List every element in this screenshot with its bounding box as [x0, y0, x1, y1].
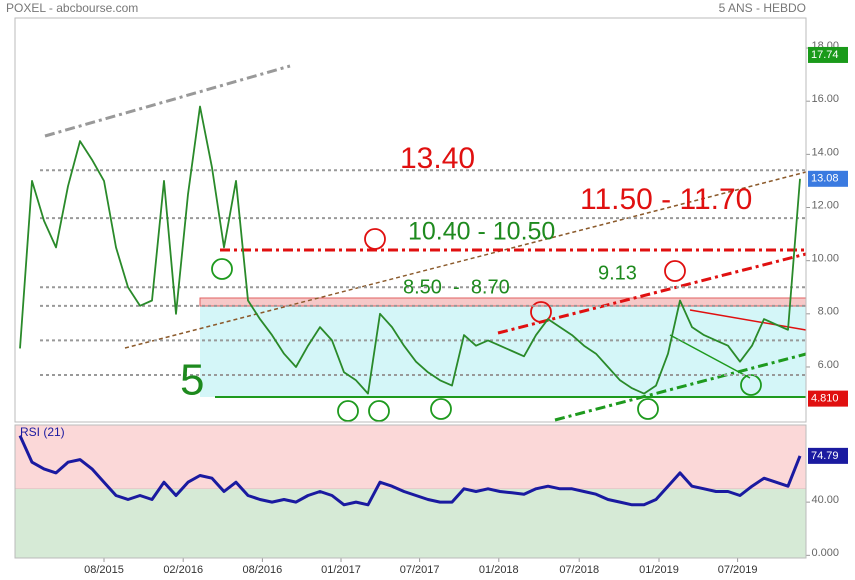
- annotation: 10.40 - 10.50: [408, 218, 555, 246]
- channel-line: [669, 334, 751, 379]
- support-zone: [200, 305, 806, 397]
- y-tick-label: 0.000: [811, 547, 839, 559]
- x-tick-label: 07/2017: [400, 564, 440, 576]
- y-tick-label: 16.00: [811, 93, 839, 105]
- y-tick-label: 12.00: [811, 199, 839, 211]
- rsi-frame: [14, 424, 807, 559]
- annotation: 13.40: [400, 142, 475, 175]
- annotation: 9.13: [598, 262, 637, 284]
- y-tick-label: 8.00: [818, 306, 839, 318]
- rsi-title: RSI (21): [20, 425, 65, 439]
- x-tick-label: 08/2015: [84, 564, 124, 576]
- price-label-box: [808, 170, 848, 187]
- header-left: POXEL - abcbourse.com: [6, 1, 138, 15]
- rsi-label: 74.79: [811, 450, 839, 462]
- price-label-box: [808, 390, 848, 407]
- annotation: 8.50 - 8.70: [403, 276, 510, 298]
- price-label: 4.810: [811, 393, 839, 405]
- rsi-line: [18, 434, 802, 507]
- price-label: 17.74: [811, 49, 839, 61]
- x-tick-label: 01/2019: [639, 564, 679, 576]
- smiley: [368, 400, 390, 422]
- price-frame: [14, 17, 807, 423]
- rsi-oversold-zone: [15, 488, 806, 558]
- frown: [364, 228, 386, 250]
- trend-line: [554, 352, 807, 422]
- x-tick-label: 02/2016: [163, 564, 203, 576]
- x-tick-label: 01/2018: [479, 564, 519, 576]
- y-tick-label: 14.00: [811, 146, 839, 158]
- price-line: [19, 105, 801, 395]
- frown: [664, 260, 686, 282]
- frown: [530, 301, 552, 323]
- trend-lines: [44, 64, 807, 422]
- smiley: [637, 398, 659, 420]
- channel-line: [689, 309, 807, 331]
- y-tick-label: 40.00: [811, 494, 839, 506]
- x-tick-label: 08/2016: [243, 564, 283, 576]
- y-tick-label: 10.00: [811, 253, 839, 265]
- smiley: [211, 258, 233, 280]
- annotation: 11.50 - 11.70: [580, 183, 752, 216]
- header-right: 5 ANS - HEBDO: [719, 1, 806, 15]
- y-tick-label: 6.00: [818, 359, 839, 371]
- price-label: 13.08: [811, 173, 839, 185]
- smiley: [430, 398, 452, 420]
- smiley: [337, 400, 359, 422]
- trend-line: [44, 64, 291, 138]
- trend-line: [124, 171, 807, 349]
- annotation: 5: [180, 356, 204, 405]
- price-label-box: [808, 46, 848, 63]
- x-tick-label: 07/2019: [718, 564, 758, 576]
- rsi-label-box: [808, 447, 848, 464]
- x-tick-label: 01/2017: [321, 564, 361, 576]
- x-tick-label: 07/2018: [559, 564, 599, 576]
